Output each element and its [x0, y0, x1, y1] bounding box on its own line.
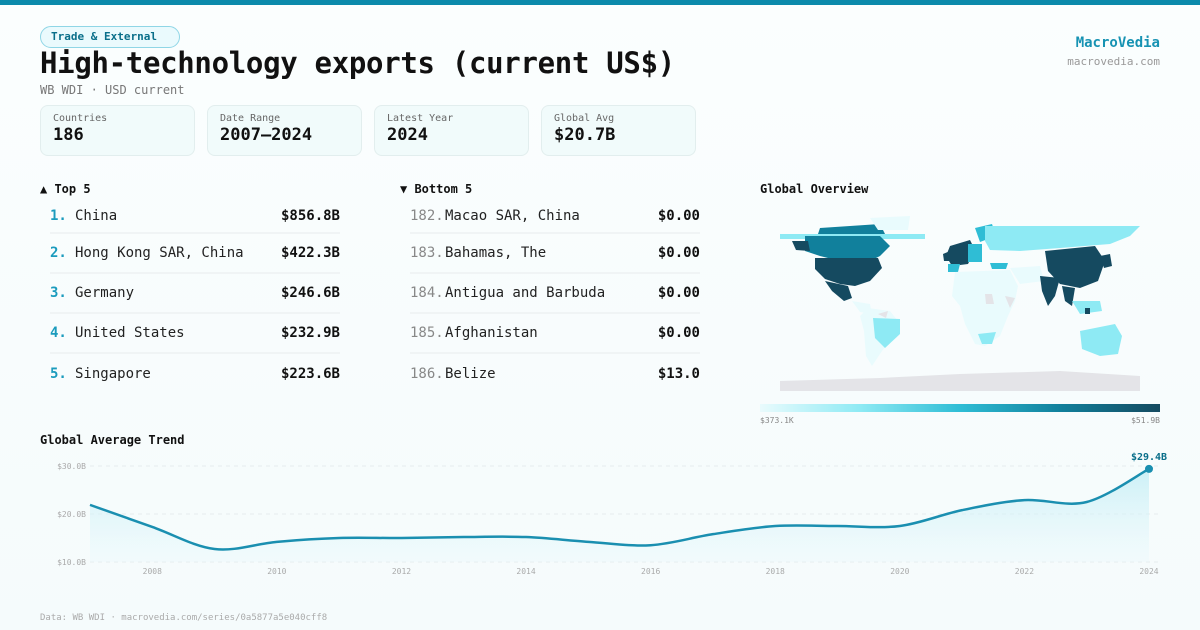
list-item[interactable]: 183. Bahamas, The $0.00 — [410, 234, 700, 274]
stat-label: Latest Year — [387, 113, 454, 124]
svg-text:$20.0B: $20.0B — [57, 510, 86, 519]
country-name: Bahamas, The — [445, 245, 547, 261]
list-item[interactable]: 2. Hong Kong SAR, China $422.3B — [50, 234, 340, 274]
page-subtitle: WB WDI · USD current — [40, 83, 185, 97]
list-item[interactable]: 184. Antigua and Barbuda $0.00 — [410, 274, 700, 314]
stat-label: Date Range — [220, 113, 281, 124]
page-title: High-technology exports (current US$) — [40, 46, 675, 80]
rank: 186. — [410, 366, 444, 382]
country-name: Afghanistan — [445, 325, 538, 341]
bottom5-panel: ▼ Bottom 5 182. Macao SAR, China $0.00 1… — [400, 182, 700, 394]
stat-label: Countries — [53, 113, 108, 124]
svg-text:2022: 2022 — [1015, 567, 1034, 576]
stat-global-avg: Global Avg $20.7B — [541, 105, 696, 156]
country-name: Antigua and Barbuda — [445, 285, 606, 301]
top5-panel: ▲ Top 5 1. China $856.8B 2. Hong Kong SA… — [40, 182, 340, 394]
trend-chart[interactable]: $10.0B$20.0B$30.0B 2008 2010 2012 2014 2016 2… — [0, 445, 1200, 585]
stat-latest-year: Latest Year 2024 — [374, 105, 529, 156]
map-legend-bar — [760, 404, 1160, 412]
country-value: $0.00 — [657, 245, 700, 261]
country-value: $0.00 — [657, 325, 700, 341]
brand-url[interactable]: macrovedia.com — [1067, 55, 1160, 68]
svg-text:2012: 2012 — [392, 567, 411, 576]
footer-source: Data: WB WDI · macrovedia.com/series/0a5… — [40, 613, 328, 623]
country-name: Belize — [445, 366, 496, 382]
svg-text:2024: 2024 — [1139, 567, 1158, 576]
list-item[interactable]: 4. United States $232.9B — [50, 314, 340, 354]
trend-line — [89, 467, 1150, 551]
svg-text:2014: 2014 — [516, 567, 535, 576]
brand: MacroVedia macrovedia.com — [1067, 35, 1160, 68]
y-axis-ticks: $10.0B $20.0B $30.0B — [57, 462, 86, 567]
brand-name[interactable]: MacroVedia — [1075, 35, 1160, 51]
rank: 2. — [50, 245, 67, 261]
country-value: $223.6B — [280, 366, 340, 382]
trend-title: Global Average Trend — [40, 433, 185, 447]
country-value: $232.9B — [280, 325, 340, 341]
svg-text:$30.0B: $30.0B — [57, 462, 86, 471]
country-value: $856.8B — [280, 208, 340, 224]
stats-row: Countries 186 Date Range 2007–2024 Lates… — [40, 105, 696, 156]
top-accent-bar — [0, 0, 1200, 5]
rank: 5. — [50, 366, 67, 382]
list-item[interactable]: 185. Afghanistan $0.00 — [410, 314, 700, 354]
stat-value: $20.7B — [554, 125, 616, 145]
stat-value: 2007–2024 — [220, 125, 313, 145]
bottom5-list: 182. Macao SAR, China $0.00 183. Bahamas… — [400, 208, 700, 394]
country-name: United States — [75, 325, 185, 341]
country-value: $0.00 — [657, 208, 700, 224]
stat-label: Global Avg — [554, 113, 615, 124]
list-item[interactable]: 186. Belize $13.0 — [410, 354, 700, 394]
list-item[interactable]: 3. Germany $246.6B — [50, 274, 340, 314]
last-point-label: $29.4B — [1131, 452, 1167, 463]
country-value: $13.0 — [657, 366, 700, 382]
last-point-marker[interactable] — [1145, 464, 1153, 473]
legend-max: $51.9B — [1131, 416, 1160, 425]
country-name: Germany — [75, 285, 135, 301]
country-name: Macao SAR, China — [445, 208, 580, 224]
country-value: $422.3B — [280, 245, 340, 261]
bottom5-heading: ▼ Bottom 5 — [400, 182, 473, 196]
svg-text:2016: 2016 — [641, 567, 660, 576]
rank: 4. — [50, 325, 67, 341]
country-name: Hong Kong SAR, China — [75, 245, 244, 261]
rank: 1. — [50, 208, 67, 224]
country-value: $0.00 — [657, 285, 700, 301]
rank: 3. — [50, 285, 67, 301]
list-item[interactable]: 182. Macao SAR, China $0.00 — [410, 208, 700, 234]
svg-text:2010: 2010 — [267, 567, 286, 576]
category-badge[interactable]: Trade & External — [40, 26, 180, 48]
stat-countries: Countries 186 — [40, 105, 195, 156]
top5-heading: ▲ Top 5 — [40, 182, 91, 196]
map-title: Global Overview — [760, 182, 869, 196]
world-choropleth-map[interactable] — [760, 206, 1160, 396]
stat-value: 186 — [53, 125, 84, 145]
rank: 185. — [410, 325, 444, 341]
stat-value: 2024 — [387, 125, 428, 145]
top5-list: 1. China $856.8B 2. Hong Kong SAR, China… — [40, 208, 340, 394]
map-panel: Global Overview — [760, 182, 1160, 425]
x-axis-ticks: 2008 2010 2012 2014 2016 2018 2020 2022 2024 — [143, 567, 1159, 576]
svg-text:$10.0B: $10.0B — [57, 558, 86, 567]
list-item[interactable]: 5. Singapore $223.6B — [50, 354, 340, 394]
legend-min: $373.1K — [760, 416, 794, 425]
list-item[interactable]: 1. China $856.8B — [50, 208, 340, 234]
stat-date-range: Date Range 2007–2024 — [207, 105, 362, 156]
country-value: $246.6B — [280, 285, 340, 301]
country-name: Singapore — [75, 366, 151, 382]
svg-text:2018: 2018 — [766, 567, 785, 576]
rank: 182. — [410, 208, 444, 224]
trend-area — [90, 468, 1149, 562]
country-name: China — [75, 208, 118, 224]
rank: 184. — [410, 285, 444, 301]
svg-text:2008: 2008 — [143, 567, 162, 576]
rank: 183. — [410, 245, 444, 261]
svg-text:2020: 2020 — [890, 567, 909, 576]
map-legend-labels: $373.1K $51.9B — [760, 416, 1160, 425]
